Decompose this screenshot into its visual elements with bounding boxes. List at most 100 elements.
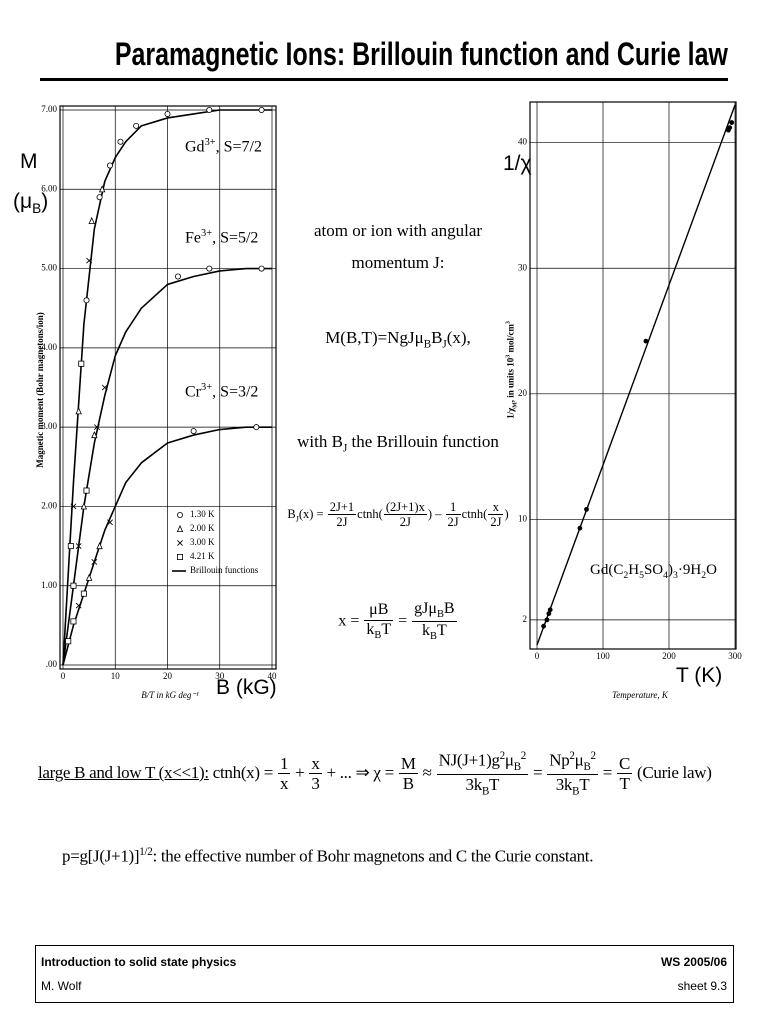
y-tick-label: 2.00 (41, 500, 57, 510)
numerator: 1 (277, 754, 291, 775)
text: 1 (449, 500, 457, 514)
subscript: B (423, 338, 432, 351)
text: + (291, 762, 309, 782)
marker-cross (101, 384, 108, 391)
denominator: 2J (384, 515, 427, 529)
numerator: 1 (445, 500, 461, 516)
fraction: 2J+1 2J (327, 500, 357, 530)
subscript: B (436, 609, 444, 621)
subscript: B (583, 761, 591, 774)
superscript: 3 (505, 354, 512, 358)
data-point (577, 525, 583, 531)
text: with B (297, 432, 343, 451)
footer-box (35, 945, 734, 1003)
numerator: x (309, 754, 322, 775)
legend-marker (176, 512, 183, 519)
text: (x), (446, 328, 471, 347)
brillouin-intro: with BJ the Brillouin function (278, 432, 518, 454)
subscript: M (512, 402, 519, 408)
text: 2J (336, 515, 348, 530)
subscript: J (342, 442, 348, 455)
marker-cross (70, 503, 77, 510)
marker-circle (253, 424, 260, 431)
marker-circle (258, 107, 265, 114)
legend-label: 2.00 K (190, 523, 215, 533)
text: k (422, 622, 431, 640)
text: the Brillouin function (347, 432, 499, 451)
text: 2J (399, 515, 411, 530)
subscript: B (481, 785, 490, 798)
legend-label: 3.00 K (190, 537, 215, 547)
y-axis-label: 1/χM, in units 103 mol/cm3 (506, 321, 519, 419)
text: T (436, 622, 447, 640)
text: T (489, 774, 500, 794)
marker-square (78, 360, 85, 367)
data-point (541, 623, 546, 629)
subscript: J (295, 514, 299, 524)
x-axis-label: Temperature, K (612, 690, 668, 700)
text: , S=7/2 (215, 138, 262, 156)
superscript: 2 (499, 750, 506, 762)
data-point (729, 120, 735, 125)
text: = (598, 762, 616, 782)
text: x = (338, 612, 364, 630)
fraction: Np2μB2 3kBT (547, 750, 598, 798)
footer-term: WS 2005/06 (660, 955, 727, 969)
text: (Curie law) (633, 762, 712, 782)
underlined-text: large B and low T (x<<1): (38, 762, 209, 782)
text: ctnh(x) = (208, 762, 277, 782)
x-tick-label: 100 (596, 651, 610, 661)
subscript: 2 (701, 570, 707, 581)
x-tick-label: 30 (215, 671, 225, 681)
text: SO (643, 562, 664, 578)
text: Cr (185, 383, 201, 401)
text: M (20, 150, 38, 173)
fraction: NJ(J+1)g2μB2 3kBT (436, 750, 529, 798)
denominator: 2J (328, 515, 356, 529)
data-point (544, 617, 550, 623)
text: 2J (447, 515, 459, 530)
fraction: x 2J (488, 500, 504, 530)
text: p=g[J(J+1)] (62, 846, 140, 866)
text: 1/χ (505, 407, 516, 419)
text: B (kG) (216, 676, 277, 699)
text: x (279, 774, 289, 794)
x-axis-label: B/T in kG deg⁻¹ (141, 690, 199, 701)
y-tick-label: 40 (518, 137, 528, 147)
text: = (394, 612, 412, 630)
denominator: 3kBT (437, 775, 528, 798)
data-point (727, 125, 733, 131)
plot-frame (59, 105, 277, 670)
legend-label: 1.30 K (190, 509, 215, 519)
numerator: x (488, 500, 504, 516)
data-point (547, 607, 553, 613)
text: B (443, 600, 455, 617)
y-axis-label: Magnetic moment (Bohr magnetons/ion) (35, 312, 45, 468)
marker-triangle (80, 502, 88, 510)
text: Fe (185, 229, 201, 247)
denominator: 3kBT (547, 775, 598, 798)
title-rule (40, 78, 728, 81)
text: = (529, 762, 547, 782)
y-tick-label: .00 (46, 659, 58, 669)
text: , S=5/2 (212, 229, 259, 247)
denominator: kBT (412, 622, 456, 643)
text: ≈ (418, 762, 436, 782)
y-tick-label: 30 (518, 262, 528, 272)
superscript: 3+ (204, 137, 216, 148)
fit-line (536, 104, 736, 646)
marker-triangle (98, 185, 106, 193)
legend-marker (176, 524, 184, 532)
denominator: B (399, 774, 418, 794)
intro-text: atom or ion with angular momentum J: (278, 215, 518, 279)
subscript: B (572, 785, 580, 798)
marker-cross (107, 519, 113, 526)
x-tick-label: 0 (61, 671, 66, 681)
text: H (628, 562, 640, 578)
denominator: x (278, 774, 290, 794)
y-tick-label: 2 (523, 614, 528, 624)
legend-marker (177, 540, 183, 546)
y-tick-label: 3.00 (41, 421, 57, 431)
